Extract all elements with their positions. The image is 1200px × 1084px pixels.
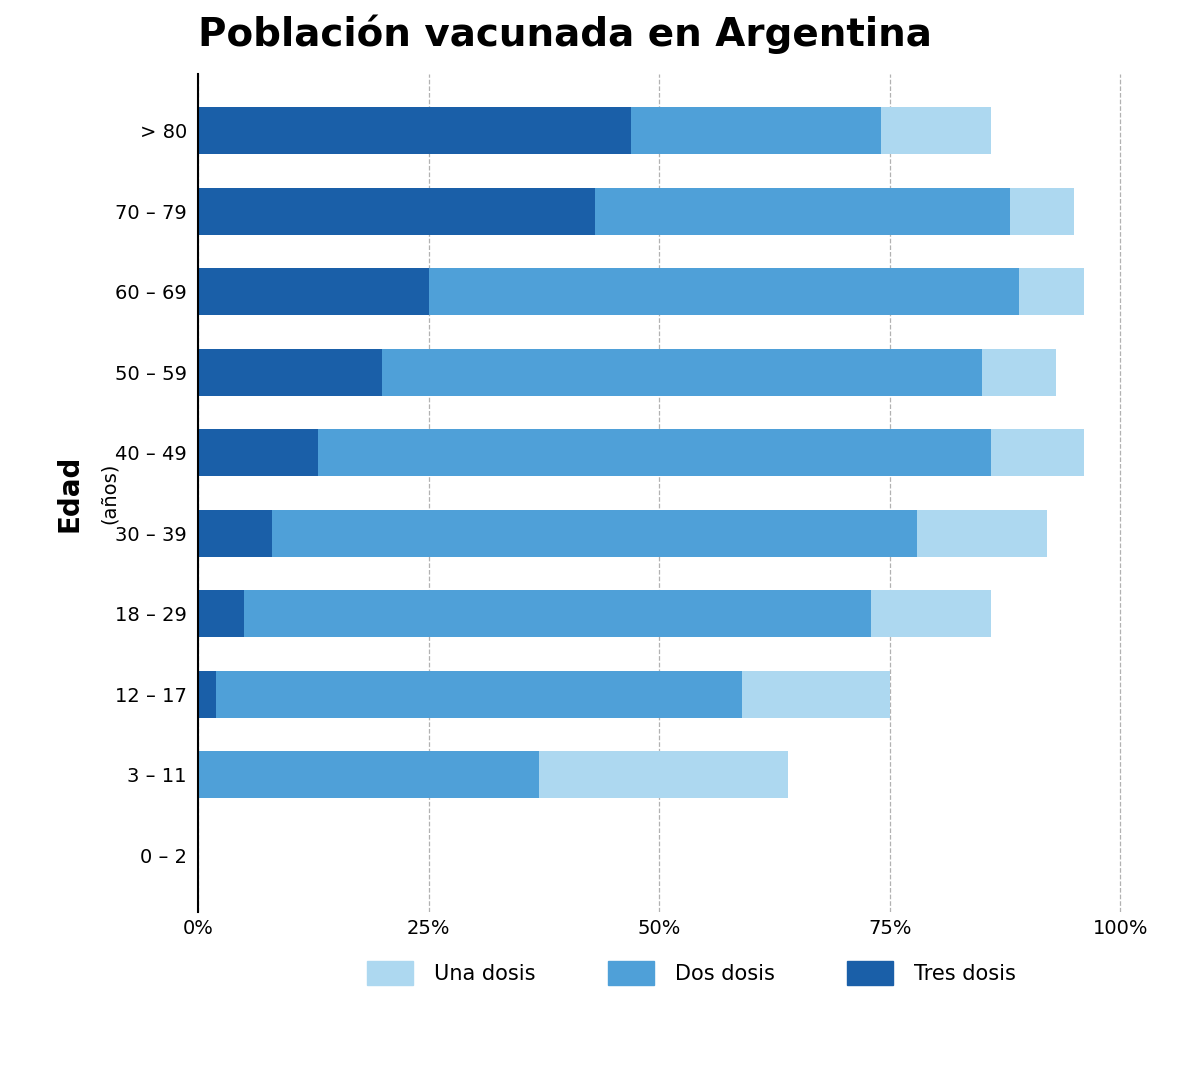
Bar — [1019, 269, 1084, 315]
Text: Población vacunada en Argentina: Población vacunada en Argentina — [198, 15, 931, 54]
Bar — [631, 107, 881, 154]
Legend: Una dosis, Dos dosis, Tres dosis: Una dosis, Dos dosis, Tres dosis — [359, 953, 1025, 993]
Bar — [198, 269, 428, 315]
Bar — [428, 269, 1019, 315]
Bar — [271, 509, 918, 556]
Bar — [198, 349, 383, 396]
Bar — [871, 591, 991, 637]
Bar — [742, 671, 889, 718]
Text: (años): (años) — [100, 462, 119, 524]
Bar — [198, 107, 631, 154]
Bar — [244, 591, 871, 637]
Bar — [1009, 188, 1074, 234]
Bar — [982, 349, 1056, 396]
Bar — [198, 429, 318, 476]
Bar — [198, 509, 271, 556]
Bar — [198, 188, 594, 234]
Bar — [594, 188, 1009, 234]
Bar — [881, 107, 991, 154]
Bar — [539, 751, 788, 798]
Bar — [198, 671, 216, 718]
Bar — [918, 509, 1046, 556]
Bar — [991, 429, 1084, 476]
Bar — [216, 671, 742, 718]
Bar — [383, 349, 982, 396]
Bar — [198, 591, 244, 637]
Text: Edad: Edad — [55, 454, 84, 531]
Bar — [318, 429, 991, 476]
Bar — [198, 751, 539, 798]
